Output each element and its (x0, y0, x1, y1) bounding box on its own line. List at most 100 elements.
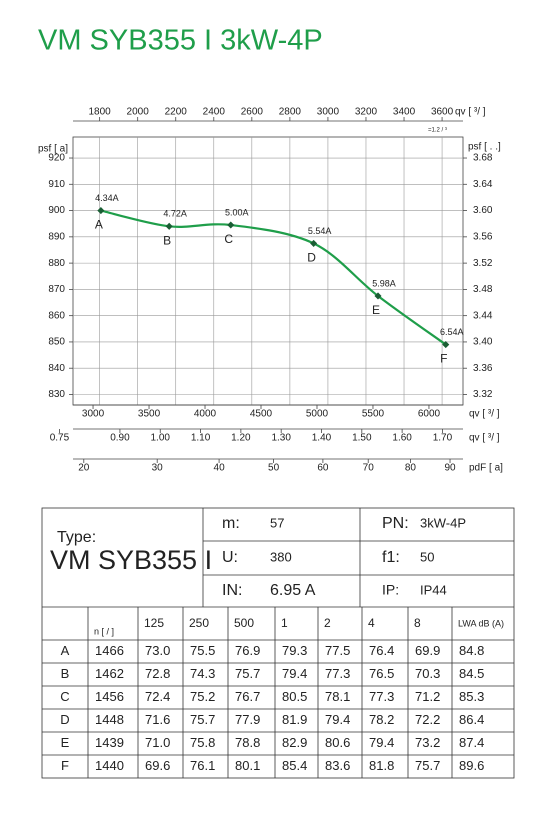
top-axis-label: qv [ ³/ ] (455, 107, 486, 118)
header-cell: 2 (324, 616, 331, 630)
y-tick-label: 860 (48, 310, 65, 321)
current-label: 5.98A (372, 278, 396, 288)
table-cell: 87.4 (459, 735, 484, 750)
table-frame (41, 507, 515, 779)
table-cell: 1466 (95, 643, 124, 658)
current-label: 4.34A (95, 193, 119, 203)
y2-tick-label: 3.56 (473, 231, 493, 242)
table-cell: 78.1 (325, 689, 350, 704)
table-cell: 75.5 (190, 643, 215, 658)
type-value: VM SYB355 I (50, 545, 212, 575)
page-title: VM SYB355 I 3kW-4P (38, 25, 323, 57)
y-tick-label: 920 (48, 153, 65, 164)
point-label: A (95, 218, 103, 232)
table-cell: 72.2 (415, 712, 440, 727)
flow-axis-tick-label: 1.00 (151, 433, 171, 444)
table-cell: 76.5 (369, 666, 394, 681)
table-cell: 79.4 (282, 666, 307, 681)
header-cell: 1 (281, 616, 288, 630)
table-cell: 84.8 (459, 643, 484, 658)
current-label: 6.54A (440, 327, 464, 337)
top-tick-label: 2000 (127, 107, 150, 118)
current-label: 5.54A (308, 226, 332, 236)
table-cell: 79.4 (369, 735, 394, 750)
table-cell: 85.4 (282, 758, 307, 773)
flow-axis-tick-label: 1.40 (312, 433, 332, 444)
operating-point (310, 239, 318, 247)
top-tick-label: 3200 (355, 107, 378, 118)
table-cell: 82.9 (282, 735, 307, 750)
y2-tick-label: 3.44 (473, 310, 493, 321)
table-cell: 1440 (95, 758, 124, 773)
y-tick-label: 890 (48, 231, 65, 242)
table-cell: 89.6 (459, 758, 484, 773)
flow-axis-tick-label: 1.20 (231, 433, 251, 444)
flow-axis-tick-label: 0.75 (50, 433, 70, 444)
fan-curve (100, 209, 447, 346)
pressure-axis-tick-label: 80 (405, 463, 417, 474)
table-cell: 1456 (95, 689, 124, 704)
table-cell: 70.3 (415, 666, 440, 681)
x-axis-tick-label: 3500 (138, 409, 161, 420)
table-cell: 69.6 (145, 758, 170, 773)
table-cell: 77.5 (325, 643, 350, 658)
table-cell: 85.3 (459, 689, 484, 704)
table-cell: F (61, 758, 69, 773)
table-cell: E (61, 735, 70, 750)
flow-axis-tick-label: 0.90 (110, 433, 130, 444)
top-tick-label: 1800 (89, 107, 112, 118)
top-tick-label: 2600 (241, 107, 264, 118)
table-cell: 86.4 (459, 712, 484, 727)
table-cell: 76.7 (235, 689, 260, 704)
table-cell: 1462 (95, 666, 124, 681)
flow-axis-tick-label: 1.30 (271, 433, 291, 444)
y2-tick-label: 3.36 (473, 363, 493, 374)
y-tick-label: 840 (48, 363, 65, 374)
pn-value: 3kW-4P (420, 515, 466, 530)
table-cell: 75.7 (235, 666, 260, 681)
in-value: 6.95 A (270, 582, 316, 599)
table-cell: 80.1 (235, 758, 260, 773)
table-cell: 76.1 (190, 758, 215, 773)
table-cell: 1448 (95, 712, 124, 727)
table-cell: 71.6 (145, 712, 170, 727)
y2-tick-label: 3.60 (473, 205, 493, 216)
pressure-axis-tick-label: 40 (214, 463, 226, 474)
x-axis-label: qv [ ³/ ] (469, 409, 500, 420)
current-label: 4.72A (163, 209, 187, 219)
x-axis-tick-label: 5500 (362, 409, 385, 420)
table-cell: 72.8 (145, 666, 170, 681)
top-axis-note: =1.2 / ³ (428, 128, 447, 134)
table-cell: 79.3 (282, 643, 307, 658)
table-cell: 76.4 (369, 643, 394, 658)
ip-value: IP44 (420, 582, 447, 597)
table-cell: 73.0 (145, 643, 170, 658)
operating-point (227, 221, 235, 229)
pressure-axis-label: pdF [ a] (469, 463, 503, 474)
top-tick-label: 3400 (393, 107, 416, 118)
header-cell: LWA dB (A) (458, 618, 504, 628)
u-label: U: (222, 549, 238, 566)
f-value: 50 (420, 549, 434, 564)
x-axis-tick-label: 3000 (82, 409, 105, 420)
table-cell: 74.3 (190, 666, 215, 681)
u-value: 380 (270, 549, 292, 564)
y-tick-label: 910 (48, 179, 65, 190)
plot-frame (72, 136, 464, 406)
table-cell: 77.3 (369, 689, 394, 704)
ip-label: IP: (382, 582, 399, 598)
table-cell: 78.8 (235, 735, 260, 750)
y2-tick-label: 3.32 (473, 389, 493, 400)
current-label: 5.00A (225, 207, 249, 217)
y-tick-label: 900 (48, 205, 65, 216)
operating-point (165, 222, 173, 230)
point-label: B (163, 234, 171, 248)
y-tick-label: 850 (48, 337, 65, 348)
header-cell: n [ / ] (94, 626, 114, 636)
flow-axis-tick-label: 1.50 (352, 433, 372, 444)
table-cell: B (61, 666, 70, 681)
table-cell: 76.9 (235, 643, 260, 658)
operating-point (374, 292, 382, 300)
table-cell: 81.9 (282, 712, 307, 727)
